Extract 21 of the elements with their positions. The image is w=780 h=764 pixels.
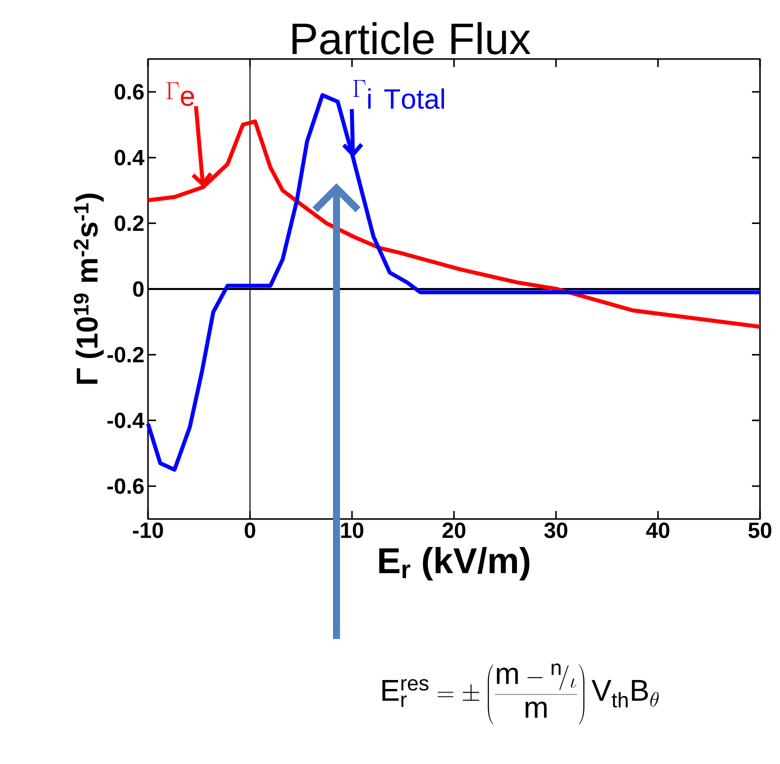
x-tick-label: -10 [132, 522, 163, 538]
x-tick-label: 20 [442, 522, 466, 538]
y-tick-label: -0.6 [107, 478, 144, 494]
y-tick-label: 0.2 [114, 215, 144, 232]
series-label: $\Gamma_{\mathrm{i\ Total}}$ [353, 80, 444, 109]
chart-title: Particle Flux [292, 22, 530, 54]
x-tick-label: 0 [244, 522, 256, 538]
y-tick-label: -0.4 [107, 412, 144, 428]
y-axis-title: Γ (10$^{19}$ m$^{-2}$s$^{-1}$) [74, 194, 104, 384]
text: $\Gamma_{\mathrm{e}}$ [166, 82, 194, 106]
y-tick-label: 0.4 [114, 150, 144, 166]
x-tick-label: 10 [341, 522, 364, 538]
x-tick-label: 50 [748, 522, 772, 538]
y-tick-label: -0.2 [107, 346, 144, 363]
x-tick-label: 40 [646, 522, 670, 538]
x-tick-label: 30 [544, 522, 568, 538]
y-tick-label: 0.6 [114, 84, 144, 100]
line-series [146, 119, 762, 329]
y-tick-label: 0 [133, 281, 144, 297]
text: $\mathrm{E}_{\mathrm{r}}^{\mathrm{res}}=\pm\left(\frac{\mathrm{m}-{}^{\mathrm{n}}\!/_{\iota}}{\mathrm{m}}\right)\mathrm{V}_{\mathrm{th}}\mathrm{B}_{\theta}$ [382, 664, 659, 724]
x-axis-title: E$_{r}$ (kV/m) [379, 547, 530, 581]
